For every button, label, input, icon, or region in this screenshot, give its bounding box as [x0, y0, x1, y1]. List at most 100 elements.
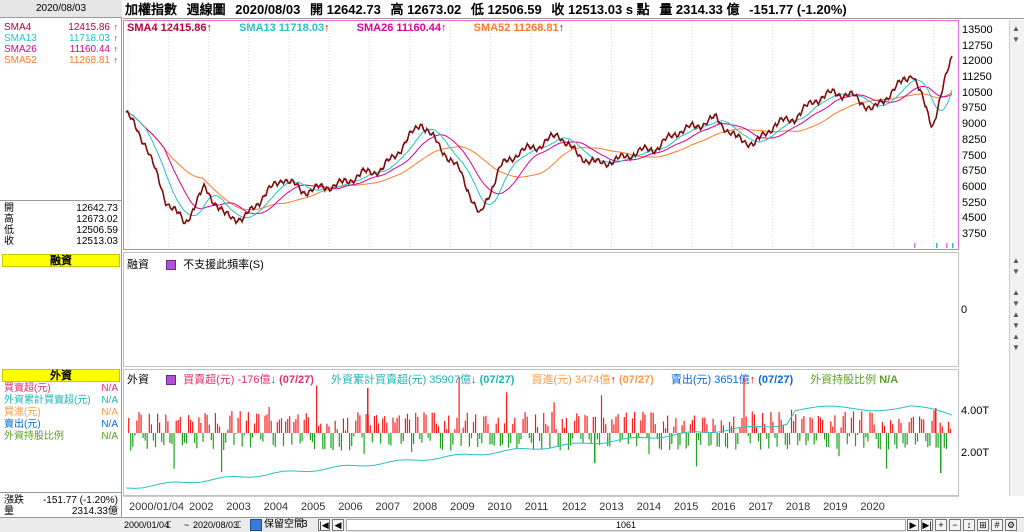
horizontal-scrollbar[interactable]: 1061 [346, 519, 906, 531]
high-label: 高 [4, 214, 14, 225]
range-separator: ~ [184, 520, 190, 530]
sell-bar [225, 433, 227, 443]
buy-bar [377, 423, 380, 433]
buy-bar [342, 418, 344, 433]
buy-bar [472, 421, 475, 433]
scroll-arrow-icon[interactable]: ▼ [1012, 321, 1020, 330]
calendar-icon[interactable]: ⌶ [166, 520, 172, 530]
keep-space-checkbox[interactable] [250, 519, 262, 531]
sell-bar [929, 433, 931, 446]
buy-bar [289, 416, 291, 433]
sma26-line [125, 85, 953, 215]
sell-bar [596, 433, 598, 440]
scroll-prev-button[interactable]: ◀ [332, 519, 344, 531]
scroll-arrow-icon[interactable]: ▲ [1012, 332, 1020, 341]
calendar-icon[interactable]: ⌶ [236, 520, 242, 530]
sell-bar [768, 433, 770, 449]
scroll-next-button[interactable]: ▶ [907, 519, 919, 531]
table-icon[interactable] [166, 375, 177, 386]
buy-bar [268, 407, 270, 433]
sell-bar [848, 433, 850, 437]
scroll-arrow-icon[interactable]: ▼ [1012, 35, 1020, 44]
expand-button[interactable]: ↕ [963, 519, 975, 531]
buy-bar [237, 417, 239, 433]
sma26-value: 11160.44 [69, 44, 110, 55]
sma52-row: SMA52 11268.81 ↑ [4, 55, 118, 66]
sell-bar [716, 433, 718, 447]
sell-bar [173, 433, 175, 469]
scroll-arrow-icon[interactable]: ▼ [1012, 299, 1020, 308]
buy-bar [258, 414, 260, 433]
x-axis-label: 2018 [785, 501, 811, 513]
buy-bar [448, 415, 450, 433]
buy-bar [382, 418, 384, 433]
sell-bar [221, 433, 223, 473]
buy-bar [745, 416, 747, 433]
buy-bar [423, 412, 425, 433]
zoom-out-button[interactable]: − [949, 519, 961, 531]
buy-bar [551, 411, 553, 433]
buy-bar [435, 423, 437, 433]
start-date-field[interactable]: 2000/01/04 [124, 520, 170, 530]
buy-bar [859, 419, 861, 433]
foreign-panel[interactable]: 外資 買賣超(元) -176億↓ (07/27) 外資累計買賣超(元) 3590… [123, 369, 959, 496]
sell-bar [669, 433, 671, 450]
table-icon[interactable] [166, 260, 177, 271]
scroll-arrow-icon[interactable]: ▲ [1012, 24, 1020, 33]
buy-bar [157, 413, 159, 433]
x-axis-label: 2020 [860, 501, 885, 513]
sell-bar [235, 433, 237, 434]
settings-icon[interactable]: ⚙ [1005, 519, 1017, 531]
buy-bar [514, 417, 516, 433]
header-high: 高 12673.02 [390, 2, 462, 17]
legend-holding: 外資持股比例 [810, 374, 877, 386]
end-date-field[interactable]: 2020/08/03 [193, 520, 239, 530]
fit-button[interactable]: ⊞ [977, 519, 989, 531]
grid-button[interactable]: # [991, 519, 1003, 531]
buy-bar [214, 413, 216, 433]
buy-bar [177, 419, 179, 433]
header-date: 2020/08/03 [235, 2, 301, 17]
sell-bar [867, 433, 869, 442]
price-axis-label: 12750 [962, 39, 993, 52]
scroll-first-button[interactable]: |◀ [318, 519, 330, 531]
buy-bar [675, 418, 677, 433]
sell-bar [516, 433, 518, 449]
buy-bar [809, 417, 811, 433]
scroll-arrow-icon[interactable]: ▼ [1012, 343, 1020, 352]
vertical-scrollbar[interactable]: ▲ ▼ ▲ ▼ ▲ ▼ ▲ ▼ ▲ ▼ [1009, 20, 1024, 496]
x-axis-label: 2016 [711, 501, 736, 513]
buy-bar [615, 416, 617, 433]
sell-bar [619, 433, 621, 443]
sell-bar [402, 433, 404, 442]
price-axis-label: 10500 [962, 86, 993, 99]
sell-bar [322, 433, 324, 450]
sell-bar [863, 433, 865, 448]
sell-bar [945, 433, 947, 450]
cumulative-line [125, 405, 953, 489]
scroll-arrow-icon[interactable]: ▲ [1012, 256, 1020, 265]
status-bar: 2000/01/04 ⌶ ~ 2020/08/03 ⌶ 保留空間 3 |◀ ◀ … [0, 517, 1024, 532]
buy-bar [881, 422, 883, 433]
up-arrow-icon: ↑ [113, 55, 119, 65]
sell-bar [130, 433, 132, 451]
buy-bar [458, 377, 460, 433]
buy-bar [720, 420, 722, 433]
buy-bar [318, 425, 320, 433]
scroll-arrow-icon[interactable]: ▼ [1012, 267, 1020, 276]
sell-bar [491, 433, 493, 445]
buy-bar [475, 414, 477, 433]
up-arrow-icon: ↑ [441, 22, 447, 34]
foreign-axis-4t: 4.00T [961, 405, 990, 417]
sell-bar [363, 433, 365, 454]
keep-space-value[interactable]: 3 [302, 519, 308, 530]
zoom-in-button[interactable]: + [935, 519, 947, 531]
sell-bar [627, 433, 629, 444]
scroll-arrow-icon[interactable]: ▲ [1012, 288, 1020, 297]
scroll-last-button[interactable]: ▶| [921, 519, 933, 531]
scroll-arrow-icon[interactable]: ▲ [1012, 310, 1020, 319]
close-value: 12513.03 [76, 236, 118, 247]
sell-bar [685, 433, 687, 449]
foreign-row-label: 外資累計買賣超(元) [4, 395, 91, 406]
price-chart-panel[interactable]: SMA4 12415.86↑ SMA13 11718.03↑ SMA26 111… [123, 20, 959, 250]
